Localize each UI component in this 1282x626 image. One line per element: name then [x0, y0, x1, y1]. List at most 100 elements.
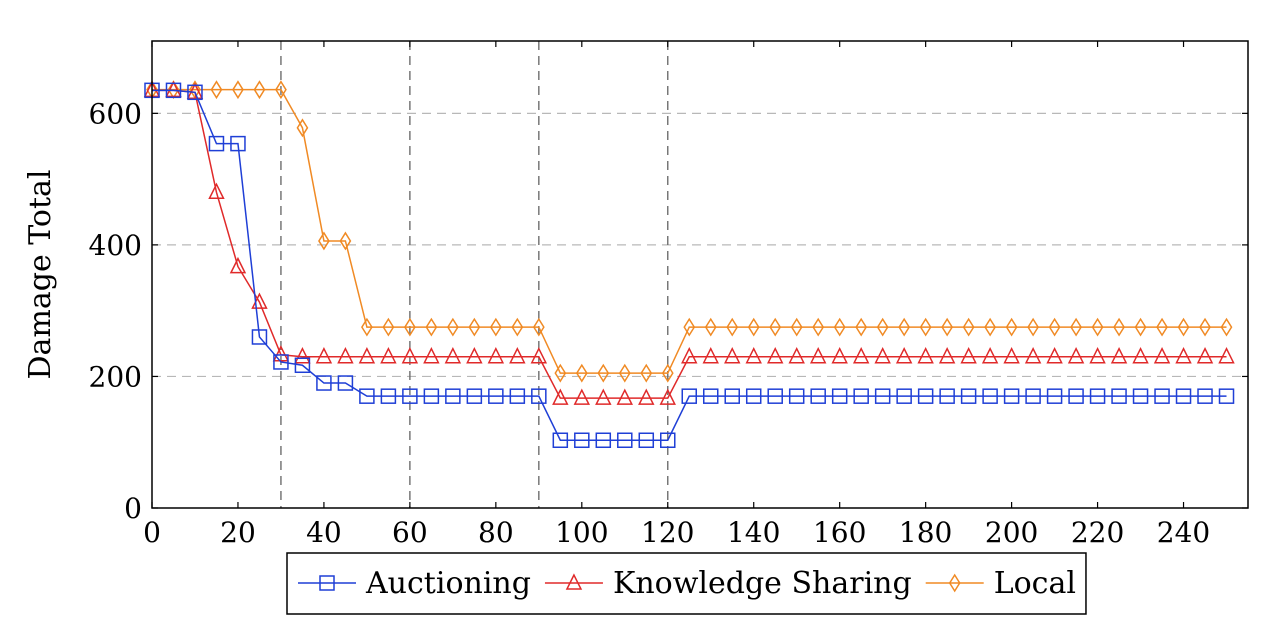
data-point-knowledge-sharing: [917, 347, 934, 364]
plot-frame: [151, 40, 1249, 509]
data-point-local: [747, 317, 760, 337]
data-point-auctioning: [1175, 388, 1192, 404]
data-point-knowledge-sharing: [530, 347, 548, 364]
data-point-knowledge-sharing: [831, 347, 848, 364]
data-point-local: [1091, 317, 1104, 337]
data-point-knowledge-sharing: [1175, 347, 1192, 364]
data-point-auctioning: [488, 388, 504, 404]
data-point-local: [640, 363, 653, 383]
data-point-knowledge-sharing: [208, 182, 225, 200]
data-point-auctioning: [294, 357, 311, 374]
data-point-knowledge-sharing: [1003, 347, 1020, 364]
legend-marker: [948, 573, 961, 593]
data-point-local: [1113, 317, 1125, 337]
data-point-auctioning: [165, 82, 182, 99]
x-tick-label: 60: [392, 516, 428, 549]
data-point-auctioning: [466, 388, 483, 404]
data-point-knowledge-sharing: [681, 347, 698, 364]
data-point-local: [984, 317, 997, 337]
data-point-knowledge-sharing: [938, 347, 956, 364]
data-point-auctioning: [445, 388, 461, 404]
data-point-auctioning: [531, 388, 547, 404]
data-point-local: [275, 80, 287, 100]
series-line-knowledge-sharing: [152, 89, 1227, 399]
data-point-auctioning: [939, 388, 955, 404]
data-point-knowledge-sharing: [552, 388, 569, 405]
data-point-knowledge-sharing: [466, 347, 483, 364]
data-point-knowledge-sharing: [595, 388, 612, 405]
data-point-auctioning: [552, 432, 569, 449]
data-point-knowledge-sharing: [380, 347, 397, 364]
legend-item-auctioning: Auctioning: [298, 566, 531, 601]
data-point-local: [898, 317, 911, 337]
data-point-auctioning: [1154, 388, 1170, 404]
data-point-knowledge-sharing: [1067, 347, 1085, 364]
data-point-knowledge-sharing: [1132, 347, 1149, 364]
x-tick-label: 100: [555, 516, 608, 549]
data-point-auctioning: [1218, 388, 1235, 404]
data-point-auctioning: [681, 388, 698, 404]
data-point-local: [919, 317, 932, 337]
data-point-local: [489, 317, 502, 337]
legend-item-local: Local: [925, 566, 1076, 601]
legend-item-knowledge-sharing: Knowledge Sharing: [544, 566, 912, 601]
series-layer: [143, 80, 1235, 449]
data-point-auctioning: [1111, 388, 1127, 404]
data-point-auctioning: [724, 388, 740, 404]
data-point-auctioning: [337, 375, 354, 391]
data-point-local: [812, 317, 825, 337]
data-point-local: [1220, 317, 1233, 337]
data-point-local: [296, 118, 309, 138]
data-point-auctioning: [359, 388, 375, 404]
x-tick-label: 200: [985, 516, 1038, 549]
data-point-knowledge-sharing: [638, 388, 655, 405]
legend: Auctioning Knowledge Sharing Local: [286, 552, 1087, 615]
data-point-knowledge-sharing: [1218, 347, 1235, 364]
data-point-knowledge-sharing: [659, 388, 676, 405]
data-point-local: [318, 231, 330, 251]
data-point-knowledge-sharing: [337, 347, 354, 364]
data-point-auctioning: [230, 135, 246, 152]
x-tick-label: 240: [1157, 516, 1210, 549]
data-point-knowledge-sharing: [423, 347, 440, 364]
data-point-knowledge-sharing: [358, 347, 376, 364]
data-point-local: [382, 317, 395, 337]
data-point-auctioning: [917, 388, 934, 404]
data-point-auctioning: [1132, 388, 1149, 404]
data-point-local: [1027, 317, 1039, 337]
data-point-auctioning: [896, 388, 912, 404]
data-point-local: [833, 317, 846, 337]
data-point-auctioning: [1089, 388, 1106, 404]
data-point-knowledge-sharing: [444, 347, 462, 364]
data-point-auctioning: [660, 432, 676, 449]
legend-marker: [319, 575, 335, 591]
data-point-auctioning: [788, 388, 805, 404]
legend-marker: [565, 573, 583, 590]
data-point-auctioning: [1003, 388, 1020, 404]
data-point-local: [1070, 317, 1082, 337]
data-point-local: [210, 80, 223, 100]
x-tick-label: 160: [813, 516, 866, 549]
data-point-knowledge-sharing: [1024, 347, 1042, 364]
data-point-local: [1177, 317, 1190, 337]
data-point-auctioning: [208, 135, 225, 152]
data-point-local: [554, 363, 567, 383]
data-point-knowledge-sharing: [767, 347, 784, 364]
y-tick-label: 200: [89, 360, 142, 393]
data-point-knowledge-sharing: [788, 347, 805, 364]
data-point-knowledge-sharing: [981, 347, 999, 364]
y-tick-label: 0: [124, 492, 142, 525]
data-point-local: [769, 317, 782, 337]
data-point-knowledge-sharing: [573, 388, 591, 405]
ticks-layer: 0 20 40 60 80 100 120 140 160 180 200 220 240 0 200 400…: [89, 41, 1248, 549]
data-point-knowledge-sharing: [1046, 347, 1063, 364]
data-point-local: [232, 80, 244, 100]
x-tick-label: 20: [220, 516, 256, 549]
data-point-knowledge-sharing: [315, 347, 333, 364]
data-point-knowledge-sharing: [702, 347, 719, 364]
data-point-auctioning: [316, 375, 332, 391]
data-point-local: [618, 363, 631, 383]
data-point-auctioning: [251, 329, 268, 345]
x-tick-label: 180: [899, 516, 952, 549]
